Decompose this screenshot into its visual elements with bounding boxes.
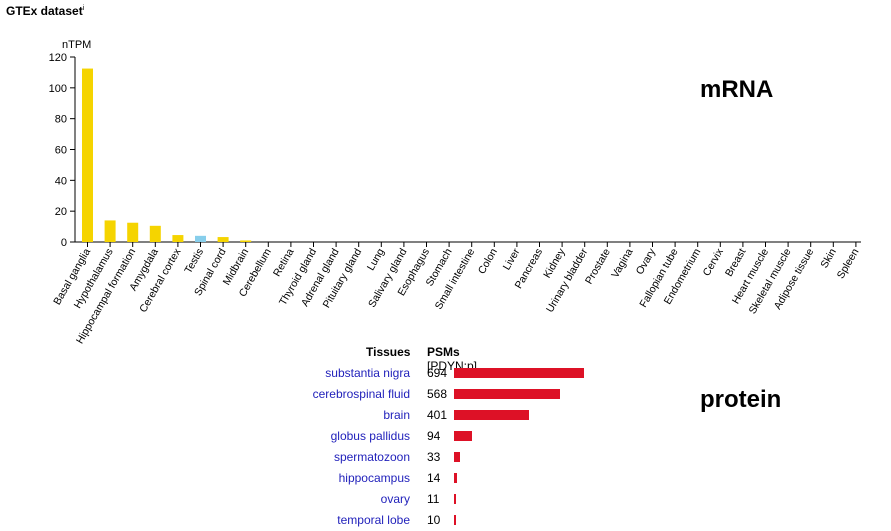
psm-value: 568 <box>427 387 448 401</box>
y-tick-label: 80 <box>55 114 67 126</box>
tissue-link[interactable]: cerebrospinal fluid <box>312 387 410 401</box>
mrna-label: mRNA <box>700 76 774 103</box>
psm-value: 11 <box>427 492 440 506</box>
x-tick-label: Skin <box>818 246 839 270</box>
tissue-link[interactable]: spermatozoon <box>333 450 410 464</box>
y-ticks: 0 20 40 60 80 100 120 <box>49 52 75 249</box>
x-tick-label: Testis <box>182 247 206 276</box>
y-axis-label: nTPM <box>62 39 91 51</box>
psm-value: 94 <box>427 429 441 443</box>
psms-header-text: PSMs <box>427 345 460 359</box>
tissue-link[interactable]: brain <box>383 408 410 422</box>
psm-bar <box>454 389 561 399</box>
protein-label: protein <box>700 386 782 413</box>
tissue-link[interactable]: temporal lobe <box>337 513 410 527</box>
x-tick-label: Liver <box>501 246 523 272</box>
psm-value: 401 <box>427 408 448 422</box>
psm-bar <box>454 473 457 483</box>
psm-bar <box>454 515 456 525</box>
mrna-bar[interactable] <box>149 225 161 242</box>
x-tick-label: Lung <box>365 246 387 272</box>
psm-bar <box>454 368 584 378</box>
psm-bar <box>454 494 457 504</box>
mrna-bar-chart: nTPM 0 20 40 60 80 100 120 Basal gangliaHypoth… <box>49 39 862 345</box>
mrna-bar[interactable] <box>104 220 116 242</box>
psm-value: 33 <box>427 450 441 464</box>
psm-bar <box>454 410 530 420</box>
x-tick-label: Spleen <box>835 246 862 280</box>
y-tick-label: 120 <box>49 52 67 64</box>
y-tick-label: 20 <box>55 206 67 218</box>
tissue-link[interactable]: ovary <box>380 492 410 506</box>
mrna-bar[interactable] <box>82 68 93 242</box>
y-tick-label: 40 <box>55 175 67 187</box>
x-tick-label: Colon <box>476 246 500 276</box>
y-tick-label: 0 <box>61 237 67 249</box>
tissue-link[interactable]: substantia nigra <box>325 366 410 380</box>
mrna-bar[interactable] <box>217 237 229 242</box>
mrna-bar[interactable] <box>240 240 252 242</box>
tissue-link[interactable]: hippocampus <box>338 471 410 485</box>
psm-bar <box>454 431 472 441</box>
mrna-bar[interactable] <box>195 235 206 242</box>
mrna-bar[interactable] <box>172 235 184 242</box>
mrna-bar[interactable] <box>127 222 139 242</box>
tissue-link[interactable]: globus pallidus <box>330 429 410 443</box>
x-tick-label: Vagina <box>609 246 635 280</box>
y-tick-label: 60 <box>55 145 67 157</box>
y-tick-label: 100 <box>49 83 67 95</box>
dataset-title: GTEx dataseti <box>6 4 84 18</box>
psm-value: 694 <box>427 366 448 380</box>
psm-bar <box>454 452 461 462</box>
psm-value: 14 <box>427 471 441 485</box>
dataset-title-text: GTEx dataset <box>6 4 83 18</box>
info-icon[interactable]: i <box>82 5 85 12</box>
tissues-header: Tissues <box>366 345 411 359</box>
mrna-bars <box>82 68 252 242</box>
psm-value: 10 <box>427 513 441 527</box>
